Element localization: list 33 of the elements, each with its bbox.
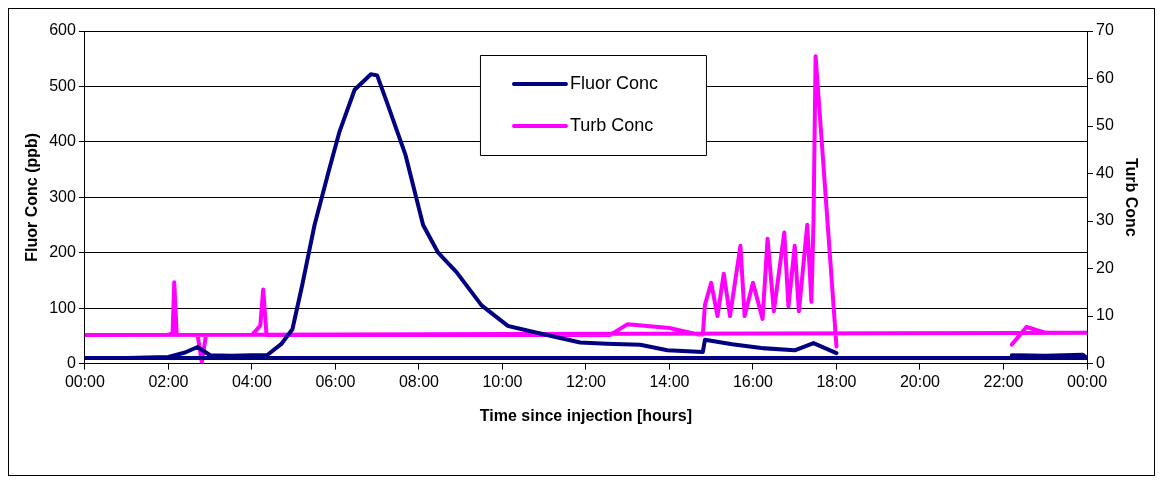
x-tick-label: 14:00 bbox=[649, 372, 690, 390]
y2-tick-label: 30 bbox=[1096, 211, 1114, 229]
y2-tick-label: 60 bbox=[1096, 68, 1114, 86]
y-tick-label: 100 bbox=[49, 298, 76, 316]
y-tick-label: 300 bbox=[49, 187, 76, 205]
x-tick-label: 12:00 bbox=[565, 372, 607, 390]
y-axis-title: Fluor Conc (ppb) bbox=[23, 132, 41, 262]
y2-axis-title: Turb Conc bbox=[1122, 157, 1140, 237]
x-tick-label: 00:00 bbox=[64, 372, 106, 390]
x-tick-label: 16:00 bbox=[732, 372, 774, 390]
y2-tick-label: 50 bbox=[1096, 116, 1114, 134]
x-tick-label: 08:00 bbox=[398, 372, 440, 390]
y2-tick-label: 70 bbox=[1096, 21, 1114, 39]
y2-tick-label: 0 bbox=[1096, 354, 1105, 372]
y2-tick-label: 40 bbox=[1096, 163, 1114, 181]
y-tick-label: 0 bbox=[66, 354, 76, 372]
x-tick-label: 04:00 bbox=[231, 372, 273, 390]
legend-label: Turb Conc bbox=[569, 114, 654, 135]
y-tick-label: 400 bbox=[49, 132, 76, 150]
x-tick-label: 18:00 bbox=[816, 372, 857, 390]
x-tick-label: 20:00 bbox=[899, 372, 941, 390]
y2-tick-label: 20 bbox=[1096, 258, 1114, 276]
legend-label: Fluor Conc bbox=[569, 72, 658, 93]
x-tick-label: 00:00 bbox=[1066, 372, 1108, 390]
y-tick-label: 200 bbox=[49, 243, 76, 261]
x-tick-label: 02:00 bbox=[148, 372, 189, 390]
x-tick-label: 22:00 bbox=[983, 372, 1024, 390]
x-tick-label: 06:00 bbox=[315, 372, 356, 390]
y2-tick-label: 10 bbox=[1096, 306, 1114, 324]
y-tick-label: 600 bbox=[49, 21, 76, 39]
x-tick-label: 10:00 bbox=[482, 372, 523, 390]
x-axis-title: Time since injection [hours] bbox=[479, 406, 693, 424]
y-tick-label: 500 bbox=[49, 76, 76, 94]
